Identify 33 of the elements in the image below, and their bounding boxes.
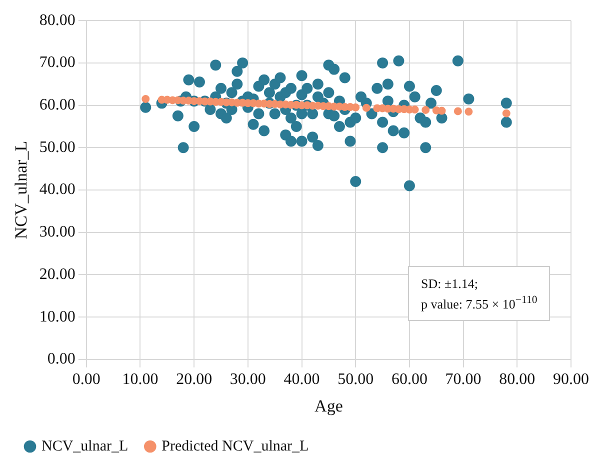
x-tick-label: 60.00 — [391, 371, 428, 388]
y-tick-label: 50.00 — [39, 138, 76, 156]
point — [352, 103, 360, 112]
legend-label: Predicted NCV_ulnar_L — [162, 438, 309, 454]
x-axis-title: Age — [314, 396, 343, 416]
point — [464, 108, 473, 116]
annotation: SD: ±1.14; — [421, 275, 479, 292]
x-tick-label: 30.00 — [230, 371, 266, 388]
annotation: p value: 7.55 × 10$^{−110}$ — [421, 293, 538, 312]
x-tick-label: 50.00 — [338, 371, 374, 388]
point — [502, 109, 510, 118]
y-tick-label: 80.00 — [39, 12, 76, 29]
x-tick-label: 20.00 — [176, 371, 212, 388]
legend-label: NCV_ulnar_L — [42, 438, 128, 454]
y-axis-title: NCV_ulnar_L — [12, 140, 31, 240]
x-tick-label: 0.00 — [72, 371, 100, 388]
point — [362, 104, 370, 112]
y-tick-label: 60.00 — [39, 96, 76, 114]
y-tick-label: 70.00 — [39, 54, 76, 72]
y-tick-label: 20.00 — [39, 266, 76, 283]
point — [438, 106, 446, 115]
point — [454, 107, 462, 116]
point — [142, 94, 150, 103]
x-tick-label: 90.00 — [553, 371, 589, 388]
y-tick-label: 40.00 — [39, 181, 76, 198]
x-tick-label: 70.00 — [445, 371, 482, 388]
point — [422, 106, 430, 114]
y-tick-label: 10.00 — [39, 308, 76, 326]
x-tick-label: 10.00 — [122, 371, 158, 388]
y-tick-label: 0.00 — [47, 350, 76, 368]
x-tick-label: 40.00 — [284, 371, 320, 388]
y-tick-label: 30.00 — [39, 224, 76, 241]
x-tick-label: 80.00 — [499, 371, 536, 388]
